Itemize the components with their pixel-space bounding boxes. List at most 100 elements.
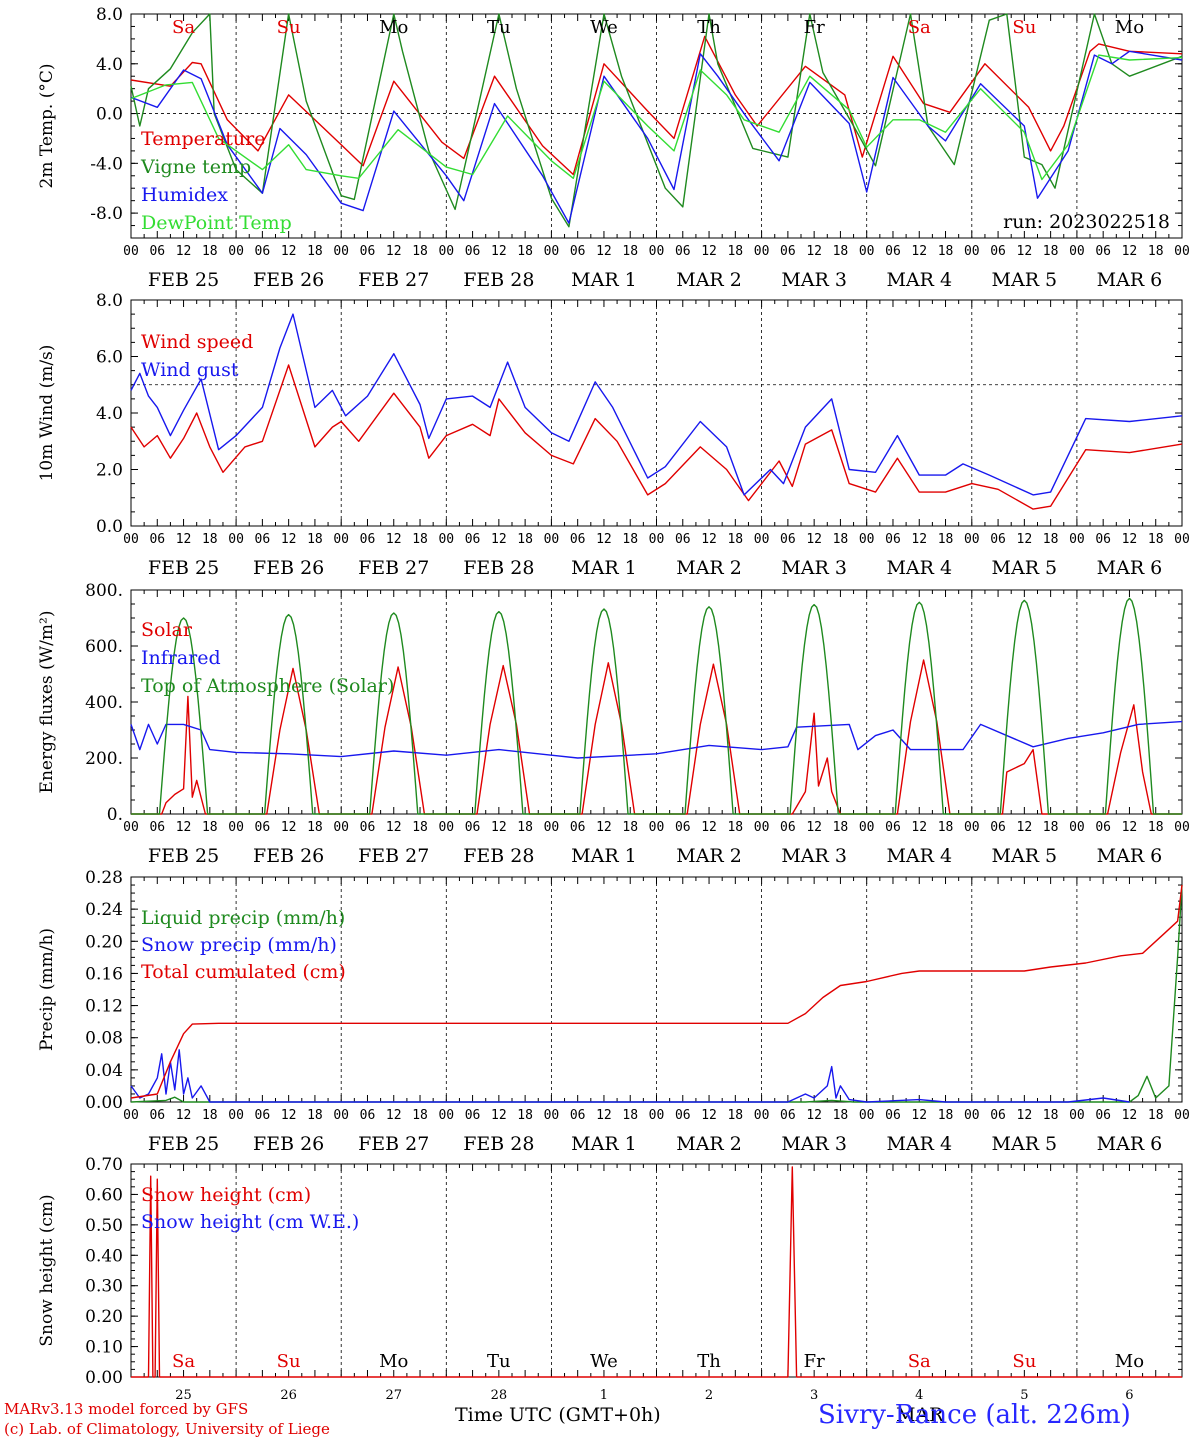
hour-tick-label: 18 bbox=[202, 1108, 218, 1123]
hour-tick-label: 12 bbox=[1017, 820, 1033, 835]
legend-entry: Total cumulated (cm) bbox=[141, 961, 346, 983]
hour-tick-label: 18 bbox=[1043, 1108, 1059, 1123]
hour-tick-label: 00 bbox=[333, 1108, 349, 1123]
series-line-vigne-temp bbox=[130, 13, 1183, 228]
date-label: MAR 6 bbox=[1097, 1133, 1163, 1155]
date-label: FEB 28 bbox=[463, 557, 534, 579]
date-label: MAR 3 bbox=[781, 557, 847, 579]
date-label: FEB 25 bbox=[148, 269, 219, 291]
series-line-dewpoint-temp bbox=[130, 54, 1183, 181]
legend-entry: Wind speed bbox=[141, 331, 253, 353]
date-label: MAR 6 bbox=[1097, 845, 1163, 867]
hour-tick-label: 18 bbox=[412, 244, 428, 259]
hour-tick-label: 00 bbox=[228, 1108, 244, 1123]
hour-tick-label: 12 bbox=[596, 820, 612, 835]
hour-tick-label: 00 bbox=[649, 532, 665, 547]
hour-tick-label: 06 bbox=[675, 532, 691, 547]
hour-tick-label: 06 bbox=[149, 244, 165, 259]
legend-entry: DewPoint Temp bbox=[141, 212, 292, 234]
hour-tick-label: 12 bbox=[806, 244, 822, 259]
hour-tick-label: 00 bbox=[438, 532, 454, 547]
hour-tick-label: 06 bbox=[149, 1108, 165, 1123]
hour-tick-label: 18 bbox=[517, 1108, 533, 1123]
series-line-temperature bbox=[130, 35, 1183, 176]
hour-tick-label: 00 bbox=[228, 244, 244, 259]
legend-entry: Infrared bbox=[141, 647, 221, 669]
hour-tick-label: 18 bbox=[412, 1108, 428, 1123]
hour-tick-label: 18 bbox=[202, 820, 218, 835]
hour-tick-label: 12 bbox=[491, 244, 507, 259]
hour-tick-label: 00 bbox=[1174, 1108, 1190, 1123]
hour-tick-label: 06 bbox=[1095, 244, 1111, 259]
day-name-label: Su bbox=[277, 17, 301, 38]
hour-tick-label: 18 bbox=[833, 820, 849, 835]
hour-tick-label: 06 bbox=[465, 820, 481, 835]
day-number-label: 4 bbox=[915, 1388, 923, 1403]
lab-credit: (c) Lab. of Climatology, University of L… bbox=[4, 1420, 330, 1438]
hour-tick-label: 06 bbox=[990, 1108, 1006, 1123]
hour-tick-label: 12 bbox=[281, 244, 297, 259]
date-label: MAR 4 bbox=[886, 269, 952, 291]
hour-tick-label: 06 bbox=[675, 820, 691, 835]
hour-tick-label: 18 bbox=[307, 820, 323, 835]
hour-tick-label: 18 bbox=[622, 532, 638, 547]
legend-entry: Wind gust bbox=[141, 359, 239, 381]
hour-tick-label: 12 bbox=[911, 244, 927, 259]
hour-tick-label: 18 bbox=[1043, 532, 1059, 547]
hour-tick-label: 00 bbox=[964, 820, 980, 835]
hour-tick-label: 18 bbox=[307, 1108, 323, 1123]
hour-tick-label: 06 bbox=[675, 1108, 691, 1123]
date-label: FEB 26 bbox=[253, 557, 324, 579]
date-label: FEB 26 bbox=[253, 1133, 324, 1155]
day-number-label: 1 bbox=[600, 1388, 608, 1403]
day-number-label: 27 bbox=[385, 1388, 402, 1403]
hour-tick-label: 00 bbox=[754, 244, 770, 259]
run-annotation: run: 2023022518 bbox=[1003, 211, 1170, 233]
day-name-label: Th bbox=[697, 1351, 721, 1372]
hour-tick-label: 06 bbox=[1095, 820, 1111, 835]
hour-tick-label: 12 bbox=[1017, 244, 1033, 259]
date-label: FEB 25 bbox=[148, 845, 219, 867]
day-number-label: 26 bbox=[280, 1388, 297, 1403]
date-label: FEB 27 bbox=[358, 845, 429, 867]
hour-tick-label: 00 bbox=[1174, 820, 1190, 835]
y-tick-label: 0. bbox=[107, 805, 123, 825]
date-label: MAR 2 bbox=[676, 1133, 742, 1155]
day-name-label: Tu bbox=[487, 1351, 511, 1372]
hour-tick-label: 06 bbox=[465, 532, 481, 547]
hour-tick-label: 00 bbox=[123, 532, 139, 547]
y-tick-label: 0.70 bbox=[85, 1155, 123, 1175]
panel-2 bbox=[130, 299, 1183, 527]
date-label: MAR 4 bbox=[886, 1133, 952, 1155]
hour-tick-label: 06 bbox=[675, 244, 691, 259]
hour-tick-label: 12 bbox=[491, 820, 507, 835]
hour-tick-label: 00 bbox=[123, 820, 139, 835]
hour-tick-label: 18 bbox=[1043, 244, 1059, 259]
hour-tick-label: 06 bbox=[360, 820, 376, 835]
y-tick-label: 800. bbox=[85, 581, 123, 601]
hour-tick-label: 00 bbox=[649, 1108, 665, 1123]
hour-tick-label: 12 bbox=[176, 532, 192, 547]
panel-1 bbox=[130, 13, 1183, 239]
y-tick-label: 0.00 bbox=[85, 1368, 123, 1388]
hour-tick-label: 12 bbox=[176, 820, 192, 835]
day-name-label: We bbox=[590, 17, 618, 38]
legend-entry: Vigne temp bbox=[140, 156, 251, 178]
hour-tick-label: 00 bbox=[438, 244, 454, 259]
hour-tick-label: 12 bbox=[911, 532, 927, 547]
y-tick-label: 4.0 bbox=[96, 404, 123, 424]
y-tick-label: 8.0 bbox=[96, 291, 123, 311]
hour-tick-label: 12 bbox=[1122, 820, 1138, 835]
hour-tick-label: 12 bbox=[281, 1108, 297, 1123]
day-name-label: Mo bbox=[1115, 1351, 1144, 1372]
day-name-label: Su bbox=[277, 1351, 301, 1372]
hour-tick-label: 12 bbox=[386, 244, 402, 259]
day-name-label: We bbox=[590, 1351, 618, 1372]
y-tick-label: 0.60 bbox=[85, 1185, 123, 1205]
hour-tick-label: 12 bbox=[281, 532, 297, 547]
hour-tick-label: 18 bbox=[412, 820, 428, 835]
hour-tick-label: 00 bbox=[754, 532, 770, 547]
date-label: MAR 1 bbox=[571, 269, 637, 291]
date-label: MAR 5 bbox=[992, 1133, 1058, 1155]
series-line-wind-gust bbox=[130, 313, 1183, 496]
